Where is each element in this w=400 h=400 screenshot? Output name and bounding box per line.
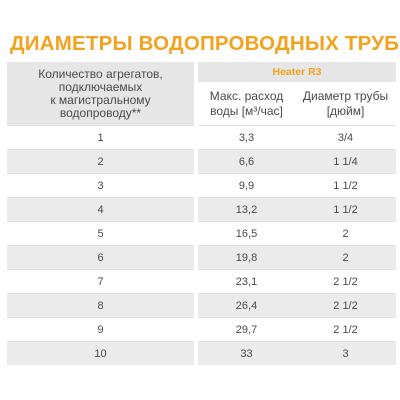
header-unit-count-line: подключаемых — [58, 79, 143, 94]
table-row: 7 23,1 2 1/2 — [7, 269, 396, 294]
cell-unit-count: 8 — [7, 293, 194, 318]
cell-max-flow: 33 — [198, 341, 295, 365]
cell-pipe-diameter: 2 — [295, 221, 396, 246]
cell-pipe-diameter: 2 1/2 — [295, 293, 396, 318]
cell-max-flow: 26,4 — [198, 293, 295, 318]
cell-pipe-diameter: 1 1/2 — [295, 173, 396, 198]
table-row: 10 33 3 — [7, 341, 396, 365]
column-gap — [194, 173, 198, 198]
cell-pipe-diameter: 3 — [295, 341, 396, 365]
table-row: 5 16,5 2 — [7, 221, 396, 246]
cell-max-flow: 3,3 — [198, 125, 295, 150]
column-gap — [194, 269, 198, 294]
header-max-flow: Макс. расход воды [м³/час] — [198, 82, 295, 126]
cell-pipe-diameter: 3/4 — [295, 125, 396, 150]
column-gap — [194, 341, 198, 365]
table-row: 1 3,3 3/4 — [7, 125, 396, 150]
cell-pipe-diameter: 2 1/2 — [295, 317, 396, 342]
cell-unit-count: 2 — [7, 149, 194, 174]
table-row: 2 6,6 1 1/4 — [7, 149, 396, 174]
header-unit-count: Количество агрегатов, подключаемых к маг… — [7, 62, 194, 126]
header-pipe-diameter-line: [дюйм] — [326, 104, 365, 118]
title-text: ДИАМЕТРЫ ВОДОПРОВОДНЫХ ТРУБ — [10, 32, 400, 55]
column-gap — [194, 317, 198, 342]
cell-unit-count: 5 — [7, 221, 194, 246]
cell-pipe-diameter: 1 1/4 — [295, 149, 396, 174]
cell-unit-count: 4 — [7, 197, 194, 222]
cell-pipe-diameter: 2 — [295, 245, 396, 270]
table-row: 3 9,9 1 1/2 — [7, 173, 396, 198]
column-gap — [194, 221, 198, 246]
column-gap — [194, 62, 198, 126]
header-unit-count-line: водопроводу** — [59, 105, 142, 120]
cell-max-flow: 13,2 — [198, 197, 295, 222]
table-row: 6 19,8 2 — [7, 245, 396, 270]
cell-unit-count: 1 — [7, 125, 194, 150]
header-max-flow-line: воды [м³/час] — [210, 104, 283, 118]
cell-unit-count: 10 — [7, 341, 194, 365]
cell-max-flow: 29,7 — [198, 317, 295, 342]
column-gap — [194, 245, 198, 270]
header-pipe-diameter-line: Диаметр трубы — [302, 89, 389, 103]
table-row: 9 29,7 2 1/2 — [7, 317, 396, 342]
header-brand: Heater R3 — [198, 62, 396, 83]
column-gap — [194, 125, 198, 150]
cell-max-flow: 19,8 — [198, 245, 295, 270]
table-row: 4 13,2 1 1/2 — [7, 197, 396, 222]
header-max-flow-line: Макс. расход — [209, 89, 284, 103]
pipe-diameter-table: Количество агрегатов, подключаемых к маг… — [7, 62, 396, 365]
cell-unit-count: 7 — [7, 269, 194, 294]
column-gap — [194, 293, 198, 318]
header-pipe-diameter: Диаметр трубы [дюйм] — [295, 82, 396, 126]
header-unit-count-line: Количество агрегатов, — [38, 66, 163, 81]
cell-unit-count: 3 — [7, 173, 194, 198]
cell-max-flow: 16,5 — [198, 221, 295, 246]
page-title: ДИАМЕТРЫ ВОДОПРОВОДНЫХ ТРУБ* — [10, 32, 400, 56]
cell-pipe-diameter: 1 1/2 — [295, 197, 396, 222]
column-gap — [194, 149, 198, 174]
cell-pipe-diameter: 2 1/2 — [295, 269, 396, 294]
cell-max-flow: 9,9 — [198, 173, 295, 198]
cell-unit-count: 9 — [7, 317, 194, 342]
cell-max-flow: 23,1 — [198, 269, 295, 294]
table-row: 8 26,4 2 1/2 — [7, 293, 396, 318]
column-gap — [194, 197, 198, 222]
header-unit-count-line: к магистральному — [50, 92, 151, 107]
cell-unit-count: 6 — [7, 245, 194, 270]
cell-max-flow: 6,6 — [198, 149, 295, 174]
